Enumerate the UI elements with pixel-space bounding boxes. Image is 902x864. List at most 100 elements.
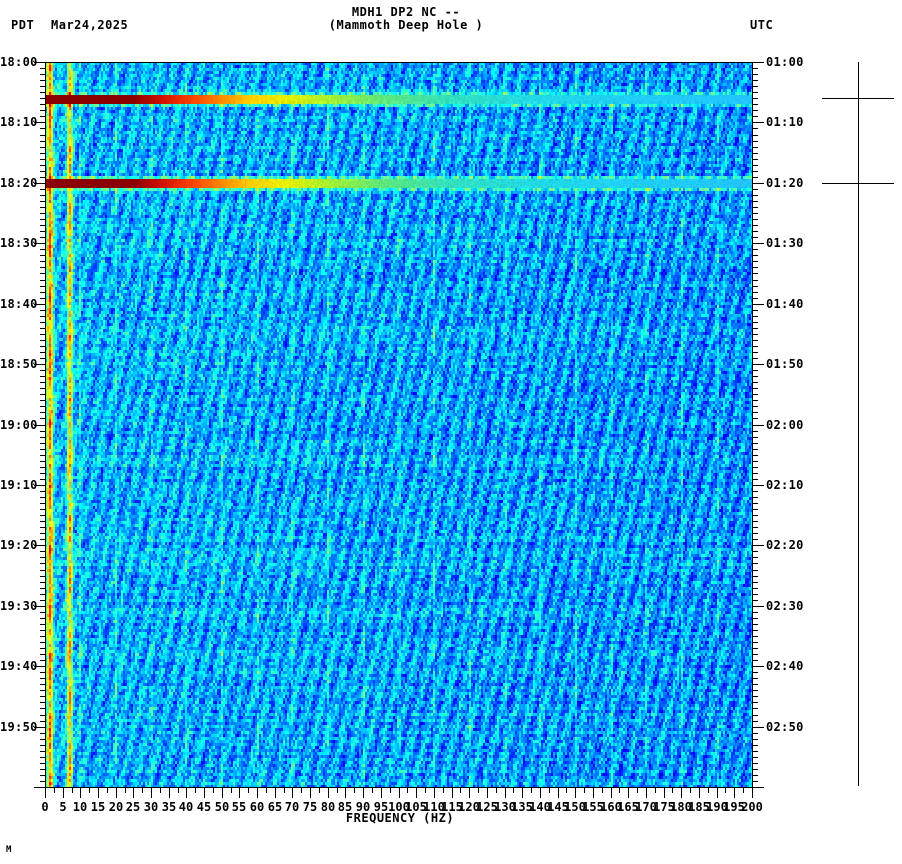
y-label-left: 18:30 <box>0 236 38 250</box>
x-tick <box>45 788 46 798</box>
y-tick-right <box>753 298 758 299</box>
y-tick-left <box>40 153 45 154</box>
y-tick-left <box>40 557 45 558</box>
x-tick <box>540 788 541 798</box>
x-label: 115 <box>441 800 463 814</box>
x-tick <box>593 788 594 798</box>
x-label: 40 <box>178 800 194 814</box>
axis-line-right <box>752 62 753 788</box>
y-tick-left <box>40 648 45 649</box>
y-tick-left <box>40 715 45 716</box>
y-tick-right <box>753 763 758 764</box>
y-tick-right <box>753 618 758 619</box>
x-tick <box>390 788 391 793</box>
x-tick <box>213 788 214 793</box>
y-tick-left <box>40 594 45 595</box>
y-tick-left <box>40 431 45 432</box>
y-tick-left <box>40 678 45 679</box>
y-tick-left <box>40 147 45 148</box>
y-tick-left <box>40 455 45 456</box>
x-tick <box>178 788 179 793</box>
y-tick-left <box>40 340 45 341</box>
y-tick-left <box>40 509 45 510</box>
x-tick <box>434 788 435 798</box>
y-label-right: 01:00 <box>766 55 804 69</box>
y-tick-right <box>753 636 758 637</box>
y-tick-right <box>753 491 758 492</box>
y-tick-left <box>40 702 45 703</box>
y-tick-right <box>753 425 764 426</box>
y-tick-left <box>40 207 45 208</box>
y-label-right: 01:40 <box>766 297 804 311</box>
y-tick-right <box>753 128 758 129</box>
y-tick-right <box>753 225 758 226</box>
y-tick-right <box>753 231 758 232</box>
x-tick <box>584 788 585 793</box>
y-tick-left <box>40 600 45 601</box>
y-tick-right <box>753 678 758 679</box>
y-tick-left <box>40 443 45 444</box>
x-tick <box>80 788 81 798</box>
y-tick-right <box>753 563 758 564</box>
x-tick <box>690 788 691 793</box>
y-tick-left <box>40 280 45 281</box>
y-tick-right <box>753 334 758 335</box>
y-tick-right <box>753 696 758 697</box>
x-tick <box>460 788 461 793</box>
y-tick-right <box>753 219 758 220</box>
y-tick-right <box>753 515 758 516</box>
y-tick-right <box>753 255 758 256</box>
y-tick-right <box>753 557 758 558</box>
x-tick <box>337 788 338 793</box>
x-label: 20 <box>108 800 124 814</box>
y-tick-right <box>753 775 758 776</box>
x-tick <box>107 788 108 793</box>
x-label: 160 <box>600 800 622 814</box>
y-tick-left <box>40 618 45 619</box>
y-tick-left <box>40 92 45 93</box>
y-tick-left <box>40 159 45 160</box>
y-tick-right <box>753 74 758 75</box>
x-tick <box>399 788 400 798</box>
y-tick-left <box>40 298 45 299</box>
y-tick-right <box>753 394 758 395</box>
x-tick <box>743 788 744 793</box>
y-tick-right <box>753 92 758 93</box>
x-tick <box>222 788 223 798</box>
y-tick-right <box>753 461 758 462</box>
y-tick-right <box>753 642 758 643</box>
x-tick <box>681 788 682 798</box>
y-tick-left <box>40 473 45 474</box>
x-tick <box>133 788 134 798</box>
y-tick-right <box>753 280 758 281</box>
x-label: 35 <box>161 800 177 814</box>
y-tick-right <box>753 68 758 69</box>
y-tick-right <box>753 310 758 311</box>
y-tick-right <box>753 437 758 438</box>
y-tick-right <box>753 455 758 456</box>
y-label-left: 19:20 <box>0 538 38 552</box>
y-tick-left <box>40 521 45 522</box>
x-label: 25 <box>125 800 141 814</box>
event-rail <box>858 62 859 786</box>
y-tick-left <box>34 304 45 305</box>
y-tick-left <box>40 201 45 202</box>
y-tick-left <box>40 98 45 99</box>
y-tick-right <box>753 781 758 782</box>
x-label: 195 <box>723 800 745 814</box>
y-tick-right <box>753 751 758 752</box>
x-tick <box>602 788 603 793</box>
y-tick-left <box>40 696 45 697</box>
y-tick-right <box>753 551 758 552</box>
x-label: 185 <box>688 800 710 814</box>
y-tick-right <box>753 370 758 371</box>
x-label: 190 <box>706 800 728 814</box>
y-tick-right <box>753 171 758 172</box>
y-tick-right <box>753 570 758 571</box>
y-tick-right <box>753 787 764 788</box>
y-tick-left <box>40 515 45 516</box>
y-tick-right <box>753 177 758 178</box>
y-tick-left <box>40 745 45 746</box>
x-tick <box>169 788 170 798</box>
y-tick-right <box>753 243 764 244</box>
